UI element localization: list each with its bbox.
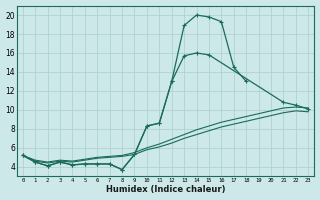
X-axis label: Humidex (Indice chaleur): Humidex (Indice chaleur) — [106, 185, 225, 194]
